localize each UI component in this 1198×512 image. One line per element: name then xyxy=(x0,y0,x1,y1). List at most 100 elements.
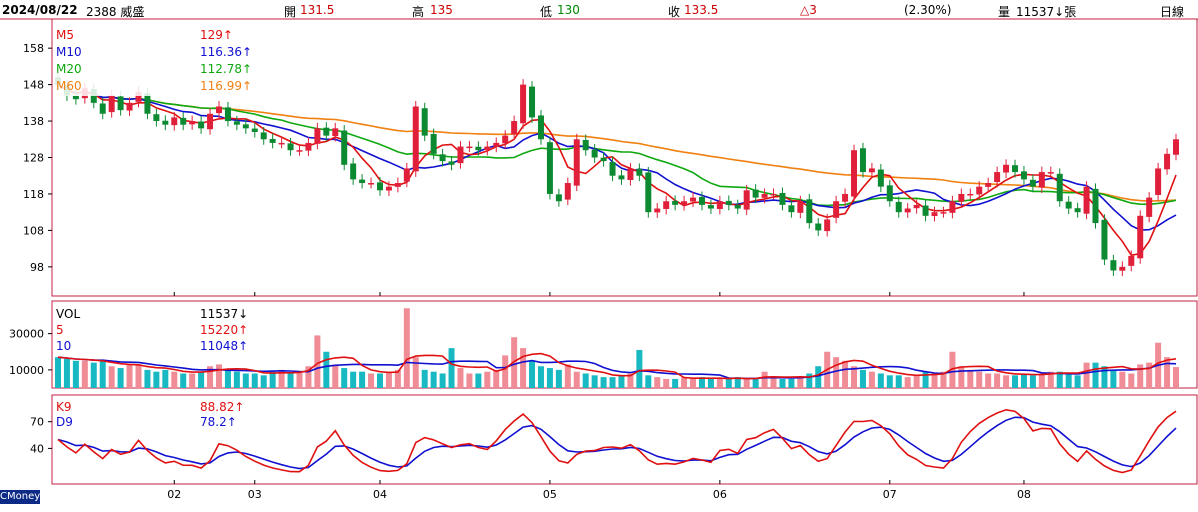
candle xyxy=(654,208,661,213)
volume-legend-name: VOL xyxy=(56,307,80,321)
volume-bar xyxy=(707,378,714,388)
legend-m60-value: 116.99↑ xyxy=(200,79,252,93)
candle xyxy=(797,201,804,213)
candle xyxy=(609,162,616,176)
volume-bar xyxy=(493,369,500,388)
k9-line xyxy=(57,408,1177,474)
volume-bar xyxy=(1083,362,1090,388)
month-label: 07 xyxy=(883,488,897,501)
candle xyxy=(207,113,214,130)
candle xyxy=(260,132,267,140)
kd-y-tick-label: 70 xyxy=(30,416,44,429)
candle xyxy=(690,197,697,202)
month-label: 02 xyxy=(167,488,181,501)
volume-bar xyxy=(162,369,169,388)
volume-bar xyxy=(1074,375,1081,388)
candle xyxy=(520,84,527,124)
close-value: 133.5 xyxy=(684,3,719,17)
candle xyxy=(922,205,929,216)
candle xyxy=(135,91,142,102)
stock-name: 2388 威盛 xyxy=(86,5,145,19)
kd-legend-value: 88.82↑ xyxy=(200,400,244,414)
candle xyxy=(99,103,106,114)
candle xyxy=(815,223,822,231)
volume-bar xyxy=(698,377,705,388)
volume-bar xyxy=(368,373,375,388)
candle xyxy=(341,130,348,165)
candle xyxy=(707,205,714,209)
price-y-tick-label: 128 xyxy=(23,152,44,165)
volume-bar xyxy=(859,369,866,388)
volume-y-tick-label: 30000 xyxy=(9,328,44,341)
volume-bar xyxy=(135,364,142,388)
volume-bar xyxy=(144,369,151,388)
candle xyxy=(681,201,688,206)
candle xyxy=(886,185,893,202)
volume-bar xyxy=(663,378,670,388)
candle xyxy=(994,172,1001,183)
candle xyxy=(672,200,679,205)
volume-bar xyxy=(350,371,357,388)
candle xyxy=(833,201,840,218)
candle xyxy=(1047,172,1054,174)
quote-date: 2024/08/22 xyxy=(2,3,78,17)
volume-bar xyxy=(475,373,482,388)
volume-label: 量 xyxy=(998,5,1011,19)
volume-bar xyxy=(546,368,553,388)
quote-header: 2024/08/22 2388 威盛 開 131.5 高 135 低 130 收… xyxy=(0,0,1198,20)
candle xyxy=(323,127,330,136)
month-label: 04 xyxy=(373,488,387,501)
candle xyxy=(296,150,303,152)
candle xyxy=(1092,188,1099,224)
volume-bar xyxy=(949,351,956,388)
volume-bar xyxy=(537,366,544,388)
candle xyxy=(555,194,562,202)
volume-bar xyxy=(940,371,947,388)
volume-bar xyxy=(99,360,106,388)
candle xyxy=(949,201,956,213)
candle xyxy=(1083,186,1090,214)
volume-bar xyxy=(251,373,258,388)
volume-bar xyxy=(564,364,571,388)
legend-m5-name: M5 xyxy=(56,28,74,42)
candle xyxy=(1137,215,1144,259)
candle xyxy=(591,149,598,158)
high-label: 高 xyxy=(412,5,425,19)
volume-bar xyxy=(886,375,893,388)
volume-bar xyxy=(359,371,366,388)
candle xyxy=(931,212,938,217)
candle xyxy=(716,201,723,209)
volume-bar xyxy=(1137,364,1144,388)
candle xyxy=(698,196,705,205)
candle xyxy=(582,139,589,151)
volume-bar xyxy=(609,377,616,388)
low-label: 低 xyxy=(540,5,553,19)
candle xyxy=(171,117,178,126)
volume-legend-name: 5 xyxy=(56,323,64,337)
legend-m10-name: M10 xyxy=(56,45,82,59)
candle xyxy=(287,143,294,151)
kd-legend-name: D9 xyxy=(56,415,73,429)
candle xyxy=(824,219,831,232)
legend-m5-value: 129↑ xyxy=(200,28,233,42)
candle xyxy=(1074,208,1081,213)
candle xyxy=(851,150,858,197)
volume-bar xyxy=(224,369,231,388)
candle xyxy=(502,135,509,144)
candle xyxy=(913,204,920,209)
month-label: 08 xyxy=(1017,488,1031,501)
candle xyxy=(153,114,160,122)
volume-bar xyxy=(582,373,589,388)
volume-bar xyxy=(976,371,983,388)
volume-bar xyxy=(1110,369,1117,388)
candle xyxy=(394,183,401,187)
candle xyxy=(1173,139,1179,155)
volume-bar xyxy=(90,362,97,388)
volume-bar xyxy=(394,369,401,388)
candle xyxy=(1012,165,1019,173)
volume-bar xyxy=(636,349,643,388)
candle xyxy=(788,205,795,213)
candle xyxy=(359,179,366,184)
volume-bar xyxy=(913,375,920,388)
